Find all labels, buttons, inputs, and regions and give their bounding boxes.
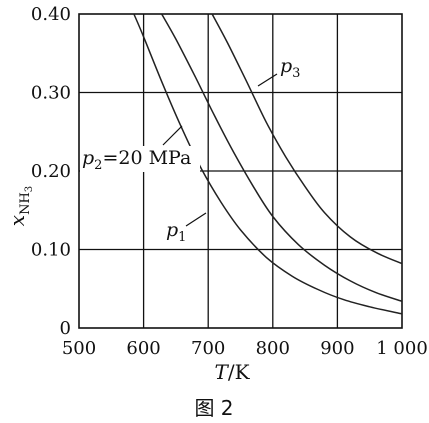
y-tick-label-0.4: 0.40 — [31, 4, 71, 25]
y-axis-label-base: x — [5, 215, 29, 226]
series-label-p2-bg — [80, 146, 200, 172]
y-tick-label-0.3: 0.30 — [31, 83, 71, 104]
x-tick-label-800: 800 — [256, 338, 290, 359]
plot-frame — [78, 13, 403, 329]
series-line-p3 — [211, 13, 403, 265]
y-axis-label-sub: NH — [18, 192, 33, 215]
y-tick-label-0.1: 0.10 — [31, 240, 71, 261]
series-label-p2: p2=20 MPa — [80, 125, 200, 173]
x-tick-label-900: 900 — [320, 338, 354, 359]
y-tick-label-0: 0 — [60, 318, 71, 339]
series-label-p2-text: p2=20 MPa — [82, 147, 191, 173]
x-axis-label-rest: /K — [228, 360, 251, 384]
series-label-p1-leader — [185, 212, 207, 227]
series-layer — [133, 13, 403, 315]
x-axis-label: T/K — [214, 360, 250, 384]
figure-caption: 图 2 — [194, 396, 233, 420]
series-line-p1 — [133, 13, 403, 315]
series-label-p1: p1 — [166, 212, 207, 245]
tick-labels: 500 600 700 800 900 1 000 0 0.10 0.20 0.30 0.40 — [31, 4, 428, 359]
series-label-p3-text: p3 — [280, 55, 300, 81]
y-axis-label-subsub: 3 — [24, 186, 35, 192]
x-tick-label-1000: 1 000 — [376, 338, 428, 359]
series-label-p1-text: p1 — [166, 219, 186, 245]
y-axis-label: xNH3 — [5, 186, 35, 226]
series-label-p2-leader — [162, 125, 183, 146]
x-tick-label-600: 600 — [126, 338, 160, 359]
series-label-p3-leader — [257, 73, 278, 87]
y-tick-label-0.2: 0.20 — [31, 161, 71, 182]
x-tick-label-700: 700 — [191, 338, 225, 359]
series-label-p3: p3 — [257, 55, 300, 87]
x-tick-label-500: 500 — [62, 338, 96, 359]
series-line-p2 — [161, 13, 403, 303]
x-axis-label-italic: T — [214, 360, 229, 384]
